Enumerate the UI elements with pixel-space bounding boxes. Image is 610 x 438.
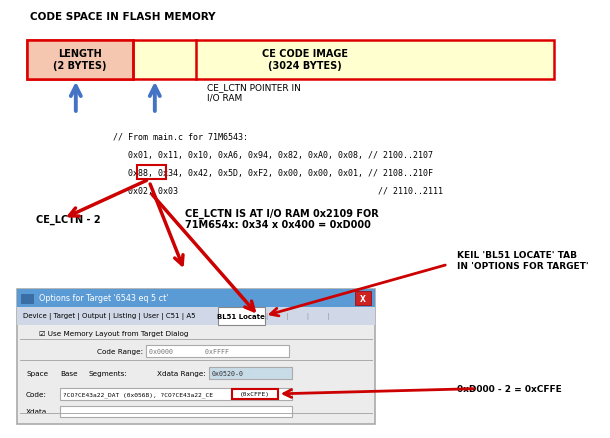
Text: 0x0520-0: 0x0520-0 [212, 370, 244, 376]
Text: |        |        |        |: | | | | [267, 313, 330, 320]
Bar [355, 292, 371, 306]
Text: 0x0000        0xFFFF: 0x0000 0xFFFF [149, 348, 229, 354]
Bar [18, 307, 375, 325]
Text: ☑ Use Memory Layout from Target Dialog: ☑ Use Memory Layout from Target Dialog [39, 330, 188, 336]
Text: Code:: Code: [26, 391, 47, 397]
Text: // From main.c for 71M6543:: // From main.c for 71M6543: [113, 132, 248, 141]
Bar [21, 295, 34, 304]
Bar [146, 346, 289, 357]
Text: Code Range:: Code Range: [97, 348, 143, 354]
Text: CE_LCTN - 2: CE_LCTN - 2 [36, 214, 101, 224]
Text: Space: Space [26, 370, 48, 376]
Text: Options for Target '6543 eq 5 ct': Options for Target '6543 eq 5 ct' [39, 294, 168, 303]
Bar [60, 406, 292, 417]
Text: X: X [361, 295, 366, 304]
Text: ?CO?CE43a22_DAT (0x0568), ?CO?CE43a22_CE: ?CO?CE43a22_DAT (0x0568), ?CO?CE43a22_CE [63, 391, 214, 397]
Text: 0x88, 0x34, 0x42, 0x5D, 0xF2, 0x00, 0x00, 0x01, // 2108..210F: 0x88, 0x34, 0x42, 0x5D, 0xF2, 0x00, 0x00… [113, 169, 433, 177]
Bar [18, 290, 375, 424]
Text: Xdata: Xdata [26, 408, 47, 414]
Bar [209, 367, 292, 379]
Text: Segments:: Segments: [89, 370, 128, 376]
Bar [27, 41, 133, 80]
Text: CODE SPACE IN FLASH MEMORY: CODE SPACE IN FLASH MEMORY [30, 12, 215, 22]
Bar [218, 307, 265, 325]
Text: CE CODE IMAGE
(3024 BYTES): CE CODE IMAGE (3024 BYTES) [262, 49, 348, 71]
Text: KEIL 'BL51 LOCATE' TAB
IN 'OPTIONS FOR TARGET': KEIL 'BL51 LOCATE' TAB IN 'OPTIONS FOR T… [456, 251, 588, 270]
Text: CE_LCTN IS AT I/O RAM 0x2109 FOR
71M654x: 0x34 x 0x400 = 0xD000: CE_LCTN IS AT I/O RAM 0x2109 FOR 71M654x… [185, 208, 378, 230]
Bar [232, 389, 278, 399]
Bar [27, 41, 554, 80]
Text: 0xD000 - 2 = 0xCFFE: 0xD000 - 2 = 0xCFFE [456, 384, 561, 393]
Text: LENGTH
(2 BYTES): LENGTH (2 BYTES) [53, 49, 107, 71]
Text: 0x01, 0x11, 0x10, 0xA6, 0x94, 0x82, 0xA0, 0x08, // 2100..2107: 0x01, 0x11, 0x10, 0xA6, 0x94, 0x82, 0xA0… [113, 150, 433, 159]
Text: BL51 Locate: BL51 Locate [217, 313, 265, 319]
Bar [18, 290, 375, 307]
Text: Xdata Range:: Xdata Range: [157, 370, 206, 376]
Text: Device | Target | Output | Listing | User | C51 | A5: Device | Target | Output | Listing | Use… [23, 313, 196, 320]
Text: (0xCFFE): (0xCFFE) [240, 392, 270, 396]
Bar [60, 389, 292, 399]
Bar [137, 166, 167, 180]
Text: CE_LCTN POINTER IN
I/O RAM: CE_LCTN POINTER IN I/O RAM [207, 83, 301, 102]
Text: Base: Base [60, 370, 78, 376]
Text: 0x02, 0x03                                        // 2110..2111: 0x02, 0x03 // 2110..2111 [113, 187, 443, 196]
